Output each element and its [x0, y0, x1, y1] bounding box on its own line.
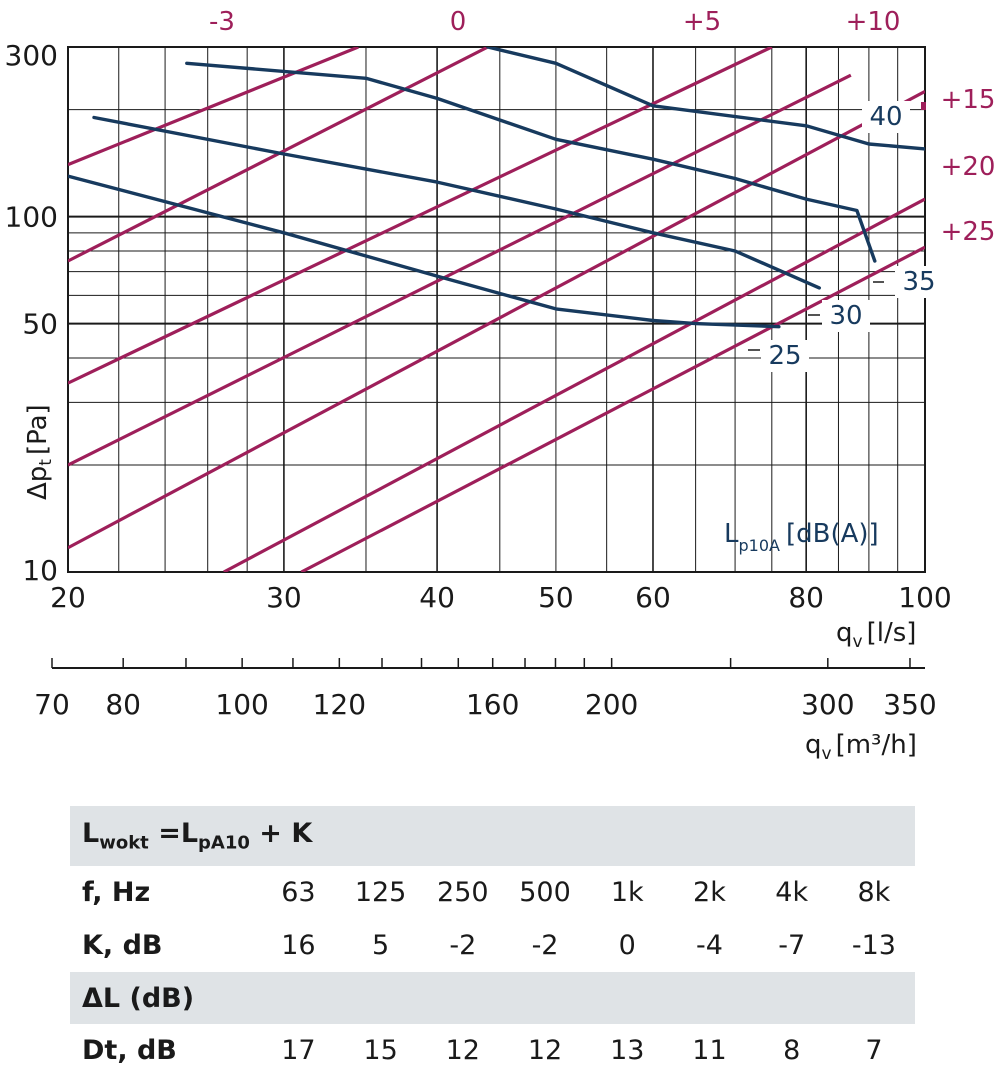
x-axis-label: qv [l/s] — [836, 618, 916, 652]
dt-row: Dt, dB 17 15 12 12 13 11 8 7 — [70, 1024, 915, 1077]
legend-title: Lp10A [dB(A)] — [724, 519, 879, 555]
frequency-label: f, Hz — [82, 877, 151, 908]
k-label: K, dB — [82, 930, 163, 961]
frequency-row: f, Hz 63 125 250 500 1k 2k 4k 8k — [70, 866, 915, 919]
x2-axis-label: qv [m³/h] — [805, 730, 917, 764]
correction-line — [223, 197, 925, 572]
correction-line — [68, 73, 852, 467]
x-tick-label: 30 — [266, 581, 302, 614]
sound-level-curve — [68, 174, 781, 329]
freq-cell: 63 — [281, 877, 316, 908]
freq-cell: 2k — [693, 877, 726, 908]
correction-line-label: +5 — [683, 7, 721, 37]
plot-frame — [67, 46, 926, 573]
x2-tick-label: 350 — [883, 688, 936, 721]
sound-level-curve — [486, 47, 925, 151]
y-tick-label: 300 — [5, 39, 58, 72]
correction-lines — [68, 47, 925, 572]
dt-label: Dt, dB — [82, 1035, 177, 1066]
k-cell: -2 — [531, 930, 559, 961]
curves-clipped — [68, 47, 925, 329]
formula-text: Lwokt =LpA10 + K — [82, 818, 313, 854]
y-tick-label: 100 — [5, 201, 58, 234]
correction-marker — [921, 102, 926, 110]
correction-line — [68, 89, 925, 550]
x-tick-label: 60 — [635, 581, 671, 614]
k-cell: -2 — [449, 930, 477, 961]
delta-l-row: ΔL (dB) — [70, 972, 915, 1024]
dt-cell: 17 — [281, 1035, 316, 1066]
x2-tick-label: 100 — [215, 688, 268, 721]
correction-line — [68, 47, 773, 385]
correction-table: Lwokt =LpA10 + K f, Hz 63 125 250 500 1k… — [70, 806, 915, 1077]
x2-tick-label: 160 — [466, 688, 519, 721]
dt-cell: 12 — [445, 1035, 480, 1066]
freq-cell: 4k — [775, 877, 809, 908]
correction-line — [68, 47, 359, 167]
curve-label: 35 — [902, 267, 935, 297]
correction-line-label: -3 — [209, 7, 235, 37]
k-cell: -4 — [696, 930, 723, 961]
curve-label-bg — [895, 266, 943, 298]
freq-cell: 8k — [857, 877, 891, 908]
k-cell: 0 — [618, 930, 636, 961]
correction-line-label: +15 — [941, 85, 996, 115]
correction-line-label: +20 — [941, 152, 996, 182]
x-tick-label: 80 — [788, 581, 824, 614]
freq-cell: 125 — [354, 877, 407, 908]
x2-tick-label: 200 — [585, 688, 638, 721]
x2-tick-label: 120 — [313, 688, 366, 721]
k-cell: 5 — [372, 930, 390, 961]
dt-cell: 13 — [610, 1035, 645, 1066]
k-cell: 16 — [281, 930, 316, 961]
curve-label-bg — [761, 340, 809, 372]
curve-label: 30 — [829, 301, 862, 331]
correction-line — [300, 245, 925, 572]
x-tick-label: 100 — [898, 581, 951, 614]
y-axis-label: Δpt[Pa] — [23, 404, 56, 500]
delta-l-label: ΔL (dB) — [82, 982, 195, 1014]
curve-label: 25 — [768, 341, 801, 371]
freq-cell: 250 — [437, 877, 489, 908]
sound-level-curves — [68, 47, 925, 329]
sound-level-curve — [92, 115, 821, 290]
dt-cell: 7 — [865, 1035, 883, 1066]
curve-label: 40 — [869, 102, 902, 132]
curve-label-bg — [862, 101, 910, 133]
correction-line-label: +25 — [941, 217, 996, 247]
x-tick-label: 20 — [50, 581, 86, 614]
x2-tick-label: 80 — [105, 688, 141, 721]
dt-cell: 12 — [527, 1035, 563, 1066]
formula-row: Lwokt =LpA10 + K — [70, 806, 915, 866]
y-tick-label: 10 — [22, 554, 58, 587]
correction-line-label: 0 — [450, 7, 467, 37]
dt-cell: 11 — [692, 1035, 727, 1066]
x2-tick-label: 70 — [34, 688, 70, 721]
chart-grid — [67, 46, 926, 573]
x-tick-label: 50 — [538, 581, 574, 614]
correction-line-label: +10 — [846, 7, 901, 37]
sound-level-curve — [185, 61, 877, 263]
k-cell: -7 — [778, 930, 806, 961]
x-tick-label: 40 — [419, 581, 455, 614]
k-row: K, dB 16 5 -2 -2 0 -4 -7 -13 — [70, 919, 915, 972]
dt-cell: 8 — [783, 1035, 801, 1066]
y-tick-label: 50 — [22, 308, 58, 341]
curve-label-bg — [822, 300, 870, 332]
freq-cell: 1k — [610, 877, 644, 908]
k-cell: -13 — [851, 930, 896, 961]
correction-lines-clipped — [68, 47, 925, 572]
freq-cell: 500 — [519, 877, 571, 908]
x2-tick-label: 300 — [801, 688, 854, 721]
dt-cell: 15 — [363, 1035, 398, 1066]
